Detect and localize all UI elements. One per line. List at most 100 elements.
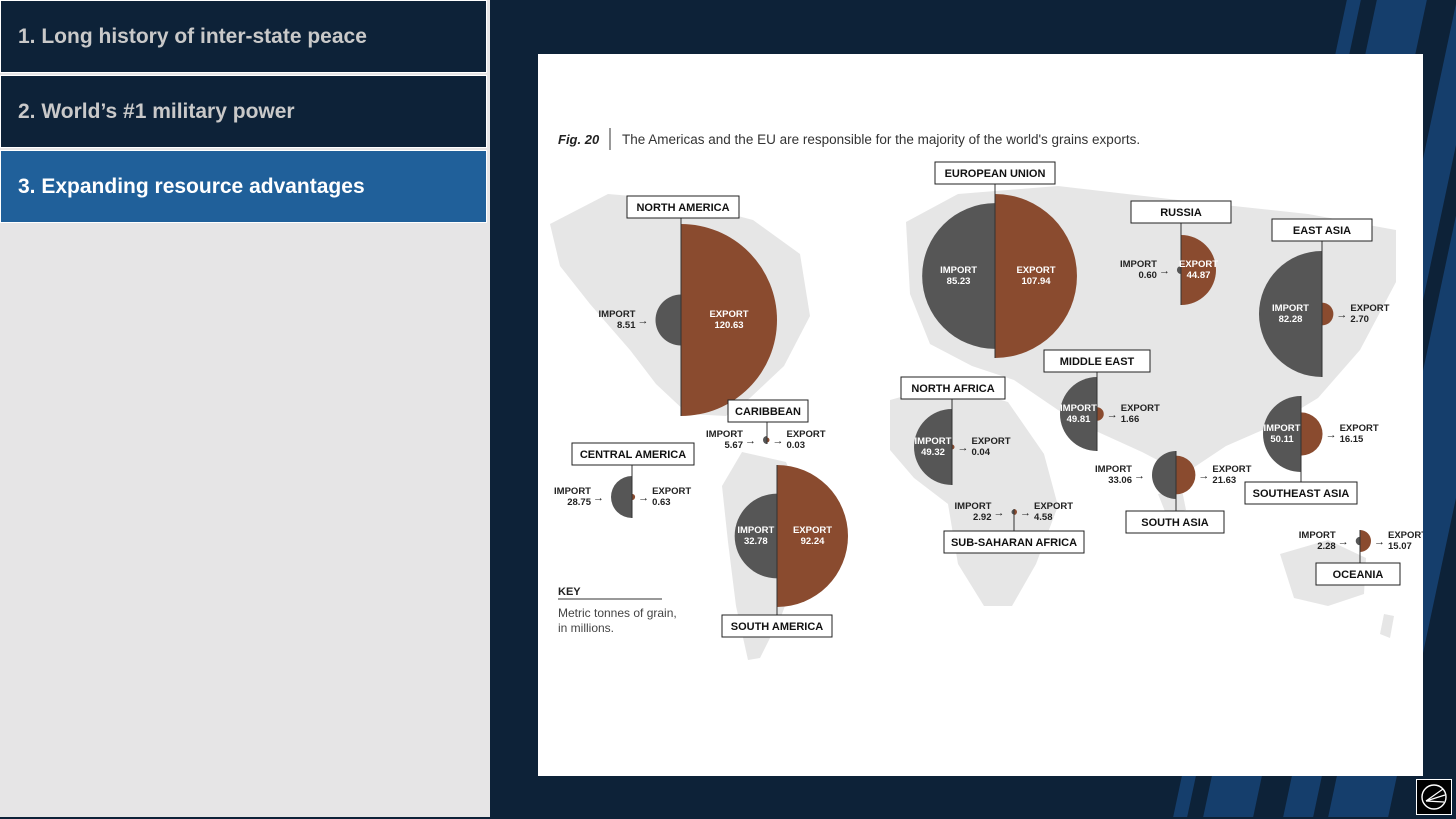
import-value-label: IMPORT 2.28 <box>1299 530 1336 552</box>
region-name: SUB-SAHARAN AFRICA <box>951 537 1077 549</box>
region-label-box <box>1244 481 1358 505</box>
export-arrow-icon: → <box>1336 309 1347 321</box>
export-value-label: EXPORT15.07 <box>1388 530 1423 552</box>
region-label-box <box>626 195 740 219</box>
sidebar: 1. Long history of inter-state peace 2. … <box>0 0 490 817</box>
import-arrow-icon: → <box>593 492 604 504</box>
export-semicircle <box>1301 412 1323 456</box>
export-semicircle <box>995 194 1077 358</box>
import-value-label: IMPORT 82.28 <box>1272 303 1309 325</box>
region-label-box <box>727 399 809 423</box>
region-southeast-asia: SOUTHEAST ASIA IMPORT 50.11 →EXPORT 16.15 <box>1244 396 1379 505</box>
landmass-shape <box>1380 614 1394 638</box>
region-north-america: NORTH AMERICA IMPORT 8.51 → EXPORT 120.63 <box>599 195 777 416</box>
export-semicircle <box>777 465 848 607</box>
export-semicircle <box>952 444 955 450</box>
region-name: EUROPEAN UNION <box>945 168 1046 180</box>
nav-item-label: 3. Expanding resource advantages <box>18 174 365 198</box>
import-semicircle <box>611 476 632 518</box>
nav-item-military-power[interactable]: 2. World’s #1 military power <box>0 75 487 148</box>
region-name: SOUTH ASIA <box>1141 517 1208 529</box>
export-value-label: EXPORT 4.58 <box>1034 501 1073 523</box>
import-semicircle <box>1152 451 1176 499</box>
export-semicircle <box>1176 455 1196 495</box>
export-value-label: EXPORT 16.15 <box>1340 423 1379 445</box>
region-label-box <box>1125 510 1225 534</box>
export-value-label: EXPORT 1.66 <box>1121 403 1160 425</box>
nav-item-label: 1. Long history of inter-state peace <box>18 24 367 48</box>
import-value-label: IMPORT 32.78 <box>737 525 774 547</box>
figure-caption: The Americas and the EU are responsible … <box>622 132 1140 147</box>
region-name: MIDDLE EAST <box>1060 356 1135 368</box>
region-name: SOUTH AMERICA <box>731 621 824 633</box>
chart-key: KEY Metric tonnes of grain, in millions. <box>558 586 677 635</box>
export-value-label: EXPORT 107.94 <box>1016 265 1055 287</box>
region-name: EAST ASIA <box>1293 225 1351 237</box>
nav-item-inter-state-peace[interactable]: 1. Long history of inter-state peace <box>0 0 487 73</box>
export-semicircle <box>1181 235 1216 305</box>
export-value-label: EXPORT 0.04 <box>972 436 1011 458</box>
import-arrow-icon: → <box>1159 265 1170 277</box>
export-value-label: EXPORT 21.63 <box>1212 464 1251 486</box>
region-russia: RUSSIA IMPORT 0.60 → EXPORT 44.87 <box>1120 200 1232 305</box>
region-label-box <box>721 614 833 638</box>
region-name: OCEANIA <box>1333 569 1384 581</box>
export-value-label: EXPORT 2.70 <box>1350 303 1389 325</box>
import-value-label: IMPORT 49.81 <box>1060 403 1097 425</box>
export-value-label: EXPORT 92.24 <box>793 525 832 547</box>
nav-item-resource-advantages[interactable]: 3. Expanding resource advantages <box>0 150 487 223</box>
export-arrow-icon: → <box>638 492 649 504</box>
landmass-shape <box>890 384 1058 606</box>
export-arrow-icon: → <box>1374 536 1385 548</box>
import-value-label: IMPORT 28.75 <box>554 486 592 508</box>
import-semicircle <box>922 203 995 349</box>
figure-card: Fig. 20 The Americas and the EU are resp… <box>538 54 1423 776</box>
export-semicircle <box>1014 509 1017 515</box>
import-arrow-icon: → <box>994 507 1005 519</box>
import-value-label: IMPORT 85.23 <box>940 265 977 287</box>
region-south-america: SOUTH AMERICA IMPORT 32.78 EXPORT 92.24 <box>721 465 848 638</box>
export-arrow-icon: → <box>1107 409 1118 421</box>
region-name: CARIBBEAN <box>735 406 801 418</box>
import-semicircle <box>1060 377 1097 451</box>
region-name: NORTH AMERICA <box>636 202 729 214</box>
export-arrow-icon: → <box>773 435 784 447</box>
import-arrow-icon: → <box>1338 536 1349 548</box>
export-semicircle <box>767 437 770 443</box>
import-value-label: IMPORT 0.60 <box>1120 259 1157 281</box>
region-label-box <box>1271 218 1373 242</box>
region-name: RUSSIA <box>1160 207 1202 219</box>
import-semicircle <box>1259 251 1322 377</box>
import-semicircle <box>1263 396 1301 472</box>
import-value-label: IMPORT 49.32 <box>915 436 952 458</box>
region-name: CENTRAL AMERICA <box>580 449 686 461</box>
region-north-africa: NORTH AFRICA IMPORT 49.32 →EXPORT 0.04 <box>900 376 1011 485</box>
export-arrow-icon: → <box>958 442 969 454</box>
compass-logo-icon <box>1416 779 1452 815</box>
region-european-union: EUROPEAN UNION IMPORT 85.23 EXPORT 107.94 <box>922 161 1077 358</box>
region-label-box <box>1315 562 1401 586</box>
export-value-label: EXPORT 0.63 <box>652 486 691 508</box>
import-semicircle <box>763 436 767 444</box>
import-semicircle <box>1011 509 1014 515</box>
import-value-label: IMPORT 33.06 <box>1095 464 1132 486</box>
import-semicircle <box>734 493 777 579</box>
export-value-label: EXPORT 44.87 <box>1179 259 1218 281</box>
export-semicircle <box>681 224 777 416</box>
export-value-label: EXPORT 0.03 <box>787 429 826 451</box>
region-name: SOUTHEAST ASIA <box>1253 488 1350 500</box>
export-arrow-icon: → <box>1198 470 1209 482</box>
region-label-box <box>1043 349 1151 373</box>
export-arrow-icon: → <box>1326 429 1337 441</box>
export-value-label: EXPORT 120.63 <box>709 309 748 331</box>
region-middle-east: MIDDLE EAST IMPORT 49.81 →EXPORT 1.66 <box>1043 349 1160 451</box>
export-semicircle <box>632 493 636 501</box>
region-east-asia: EAST ASIA IMPORT 82.28 →EXPORT 2.70 <box>1259 218 1390 377</box>
export-semicircle <box>1097 407 1104 421</box>
import-arrow-icon: → <box>745 435 756 447</box>
import-value-label: IMPORT 2.92 <box>955 501 992 523</box>
region-label-box <box>1130 200 1232 224</box>
